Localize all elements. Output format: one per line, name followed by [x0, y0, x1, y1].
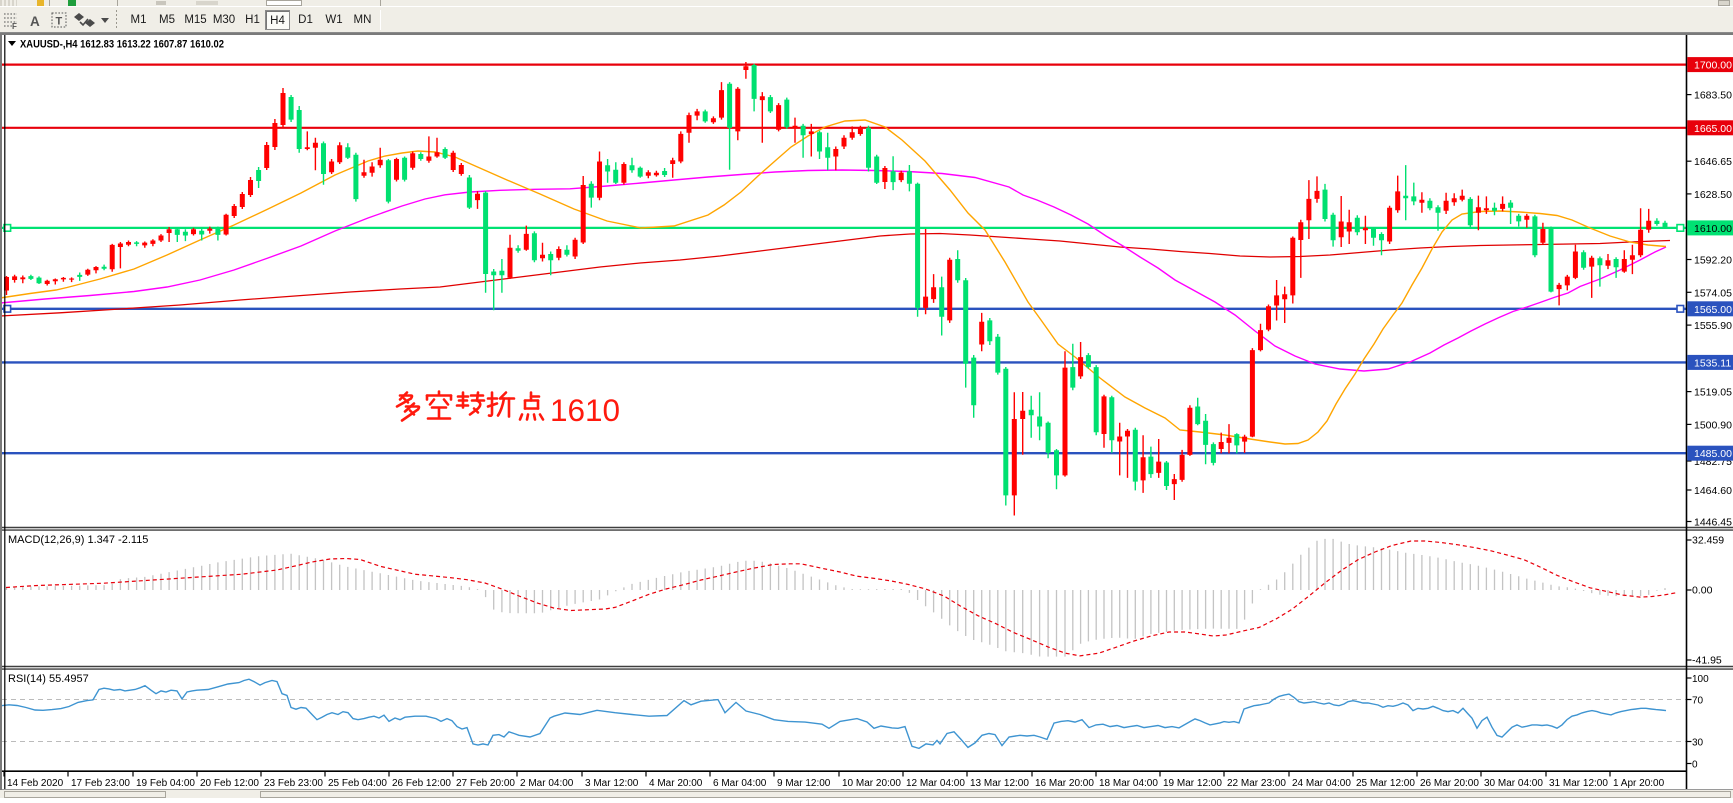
svg-text:22 Mar 23:00: 22 Mar 23:00	[1227, 778, 1286, 789]
svg-text:30: 30	[1692, 738, 1704, 749]
svg-text:6 Mar 04:00: 6 Mar 04:00	[713, 778, 767, 789]
svg-text:18 Mar 04:00: 18 Mar 04:00	[1099, 778, 1158, 789]
svg-text:1574.05: 1574.05	[1694, 287, 1732, 299]
svg-text:25 Feb 04:00: 25 Feb 04:00	[328, 778, 387, 789]
svg-text:F: F	[12, 22, 17, 31]
svg-text:1610.00: 1610.00	[1694, 223, 1732, 235]
svg-text:-41.95: -41.95	[1692, 655, 1722, 667]
svg-text:10 Mar 20:00: 10 Mar 20:00	[842, 778, 901, 789]
svg-text:1500.90: 1500.90	[1694, 419, 1732, 431]
svg-text:25 Mar 12:00: 25 Mar 12:00	[1356, 778, 1415, 789]
svg-text:26 Mar 20:00: 26 Mar 20:00	[1420, 778, 1479, 789]
svg-text:1683.50: 1683.50	[1694, 90, 1732, 102]
svg-text:2 Mar 04:00: 2 Mar 04:00	[520, 778, 574, 789]
svg-text:MACD(12,26,9) 1.347 -2.115: MACD(12,26,9) 1.347 -2.115	[8, 534, 148, 546]
svg-text:14 Feb 2020: 14 Feb 2020	[7, 778, 64, 789]
svg-text:1565.00: 1565.00	[1694, 304, 1732, 316]
svg-text:1628.50: 1628.50	[1694, 189, 1732, 201]
svg-text:24 Mar 04:00: 24 Mar 04:00	[1292, 778, 1351, 789]
svg-text:1555.90: 1555.90	[1694, 320, 1732, 332]
svg-text:1592.20: 1592.20	[1694, 255, 1732, 267]
svg-text:12 Mar 04:00: 12 Mar 04:00	[906, 778, 965, 789]
svg-text:1646.65: 1646.65	[1694, 156, 1732, 168]
svg-text:RSI(14) 55.4957: RSI(14) 55.4957	[8, 673, 89, 685]
svg-text:32.459: 32.459	[1692, 535, 1724, 547]
svg-text:3 Mar 12:00: 3 Mar 12:00	[585, 778, 639, 789]
svg-text:T: T	[56, 16, 63, 28]
svg-text:70: 70	[1692, 696, 1704, 707]
svg-text:1610: 1610	[550, 392, 620, 428]
svg-text:100: 100	[1692, 674, 1709, 685]
svg-text:1446.45: 1446.45	[1694, 517, 1732, 529]
svg-text:19 Feb 04:00: 19 Feb 04:00	[136, 778, 195, 789]
svg-text:27 Feb 20:00: 27 Feb 20:00	[456, 778, 515, 789]
svg-text:1665.00: 1665.00	[1694, 123, 1732, 135]
svg-text:13 Mar 12:00: 13 Mar 12:00	[970, 778, 1029, 789]
svg-text:A: A	[30, 14, 40, 29]
svg-text:1485.00: 1485.00	[1694, 448, 1732, 460]
svg-text:XAUUSD-,H4 1612.83 1613.22 16: XAUUSD-,H4 1612.83 1613.22 1607.87 1610.…	[20, 39, 224, 51]
svg-text:16 Mar 20:00: 16 Mar 20:00	[1035, 778, 1094, 789]
svg-text:1519.05: 1519.05	[1694, 387, 1732, 399]
svg-text:20 Feb 12:00: 20 Feb 12:00	[200, 778, 259, 789]
svg-text:1535.11: 1535.11	[1694, 357, 1731, 369]
svg-text:31 Mar 12:00: 31 Mar 12:00	[1549, 778, 1608, 789]
svg-text:26 Feb 12:00: 26 Feb 12:00	[392, 778, 451, 789]
svg-text:1700.00: 1700.00	[1694, 60, 1732, 72]
svg-text:0.00: 0.00	[1692, 585, 1713, 597]
svg-text:1 Apr 20:00: 1 Apr 20:00	[1613, 778, 1665, 789]
svg-text:30 Mar 04:00: 30 Mar 04:00	[1484, 778, 1543, 789]
svg-text:0: 0	[1692, 760, 1698, 771]
svg-text:23 Feb 23:00: 23 Feb 23:00	[264, 778, 323, 789]
svg-text:1464.60: 1464.60	[1694, 485, 1732, 497]
svg-text:4 Mar 20:00: 4 Mar 20:00	[649, 778, 703, 789]
svg-text:19 Mar 12:00: 19 Mar 12:00	[1163, 778, 1222, 789]
svg-text:9 Mar 12:00: 9 Mar 12:00	[777, 778, 831, 789]
svg-text:17 Feb 23:00: 17 Feb 23:00	[71, 778, 130, 789]
